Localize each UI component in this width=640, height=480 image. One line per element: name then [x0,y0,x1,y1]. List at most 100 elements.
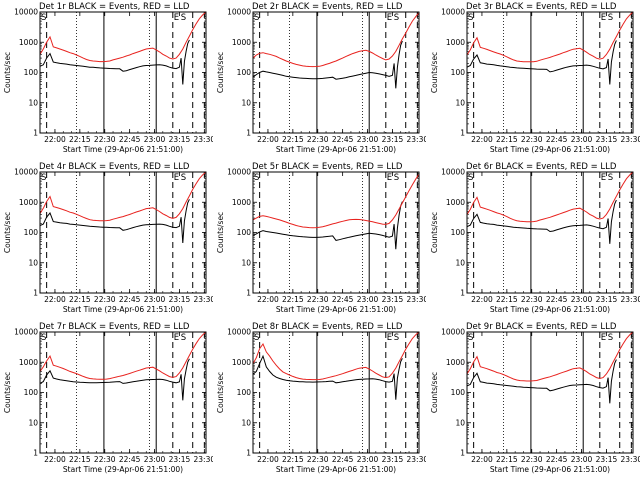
detector-panel: Det 8r BLACK = Events, RED = LLD 1 10 100 10… [213,320,426,480]
x-tick-label: 23:30 [620,135,639,144]
x-tick-label: 23:15 [595,295,617,304]
x-tick-label: 22:00 [471,295,493,304]
y-tick-label: 1 [460,289,465,298]
detector-panel: Det 3r BLACK = Events, RED = LLD 1 10 100 10… [427,0,640,160]
x-tick-label: 22:45 [332,135,354,144]
corner-label: S [607,333,612,343]
x-tick-label: 23:00 [144,295,166,304]
y-tick-label: 10000 [227,168,251,177]
x-axis-label: Start Time (29-Apr-06 21:51:00) [276,145,396,154]
x-tick-label: 23:30 [620,295,639,304]
corner-label: S [41,333,46,343]
y-axis-label: Counts/sec [430,52,439,93]
y-tick-label: 1 [247,449,252,458]
corner-label: S [41,13,46,23]
chart-svg: Det 9r BLACK = Events, RED = LLD 1 10 100 10… [430,322,640,474]
chart-title: Det 2r BLACK = Events, RED = LLD [252,2,403,12]
chart-svg: Det 6r BLACK = Events, RED = LLD 1 10 100 10… [430,162,640,314]
x-tick-label: 22:15 [282,295,304,304]
y-tick-label: 100 [450,388,465,397]
x-tick-label: 23:15 [169,135,191,144]
y-tick-label: 1000 [232,198,251,207]
x-tick-label: 22:00 [471,455,493,464]
corner-label: S [468,13,473,23]
x-tick-label: 23:30 [407,135,426,144]
y-tick-label: 10 [28,258,38,267]
x-axis-label: Start Time (29-Apr-06 21:51:00) [276,465,396,474]
y-tick-label: 100 [24,388,39,397]
x-tick-label: 23:15 [595,455,617,464]
x-tick-label: 23:00 [357,295,379,304]
x-tick-label: 22:30 [521,455,543,464]
x-axis-label: Start Time (29-Apr-06 21:51:00) [63,465,183,474]
corner-label: S [394,173,399,183]
y-tick-label: 100 [237,228,252,237]
chart-title: Det 3r BLACK = Events, RED = LLD [466,2,617,12]
x-tick-label: 23:15 [382,455,404,464]
plot-frame [466,11,634,134]
plot-frame [466,171,634,294]
plot-frame [466,331,634,454]
y-tick-label: 1 [247,289,252,298]
corner-label: S [181,173,186,183]
detector-panel: Det 6r BLACK = Events, RED = LLD 1 10 100 10… [427,160,640,320]
y-tick-label: 1000 [446,198,465,207]
x-tick-label: 23:00 [357,135,379,144]
y-tick-label: 1000 [232,358,251,367]
x-tick-label: 22:45 [545,135,567,144]
x-tick-label: 23:00 [570,455,592,464]
x-tick-label: 23:00 [570,135,592,144]
x-tick-label: 23:00 [570,295,592,304]
y-tick-label: 1000 [446,38,465,47]
y-tick-label: 100 [24,68,39,77]
y-tick-label: 100 [450,68,465,77]
y-axis-label: Counts/sec [430,372,439,413]
chart-svg: Det 4r BLACK = Events, RED = LLD 1 10 100 10… [3,162,213,314]
x-tick-label: 22:30 [94,455,116,464]
y-tick-label: 1000 [19,358,38,367]
corner-label: S [41,173,46,183]
chart-title: Det 4r BLACK = Events, RED = LLD [39,162,190,172]
x-tick-label: 22:30 [94,295,116,304]
x-tick-label: 23:30 [407,295,426,304]
x-tick-label: 23:30 [407,455,426,464]
chart-svg: Det 5r BLACK = Events, RED = LLD 1 10 100 10… [216,162,426,314]
chart-svg: Det 8r BLACK = Events, RED = LLD 1 10 100 10… [216,322,426,474]
y-tick-label: 10000 [14,328,38,337]
y-tick-label: 10000 [441,8,465,17]
plot-frame [39,11,207,134]
events-series-line [253,354,404,400]
y-axis-label: Counts/sec [3,372,12,413]
x-tick-label: 23:30 [620,455,639,464]
x-axis-label: Start Time (29-Apr-06 21:51:00) [63,305,183,314]
corner-label: S [181,333,186,343]
x-tick-label: 22:30 [307,135,329,144]
plot-frame [39,171,207,294]
y-tick-label: 100 [237,68,252,77]
lld-series-line [253,332,420,381]
y-tick-label: 1 [33,289,38,298]
detector-panel: Det 9r BLACK = Events, RED = LLD 1 10 100 10… [427,320,640,480]
x-tick-label: 22:15 [496,135,518,144]
lld-series-line [40,172,206,222]
corner-label: S [181,13,186,23]
x-tick-label: 22:45 [332,295,354,304]
detector-panel: Det 2r BLACK = Events, RED = LLD 1 10 100 10… [213,0,426,160]
x-axis-label: Start Time (29-Apr-06 21:51:00) [489,465,609,474]
x-tick-label: 22:30 [94,135,116,144]
y-tick-label: 10 [242,418,252,427]
x-tick-label: 23:15 [382,295,404,304]
x-tick-label: 22:30 [307,455,329,464]
detector-panel: Det 7r BLACK = Events, RED = LLD 1 10 100 10… [0,320,213,480]
lld-series-line [40,12,206,63]
corner-label: S [607,13,612,23]
y-tick-label: 10 [28,98,38,107]
corner-label: S [468,173,473,183]
lld-series-line [466,172,633,223]
x-tick-label: 22:30 [521,135,543,144]
corner-label: S [607,173,612,183]
corner-label: E [600,173,605,183]
x-tick-label: 23:15 [595,135,617,144]
y-tick-label: 1000 [19,38,38,47]
